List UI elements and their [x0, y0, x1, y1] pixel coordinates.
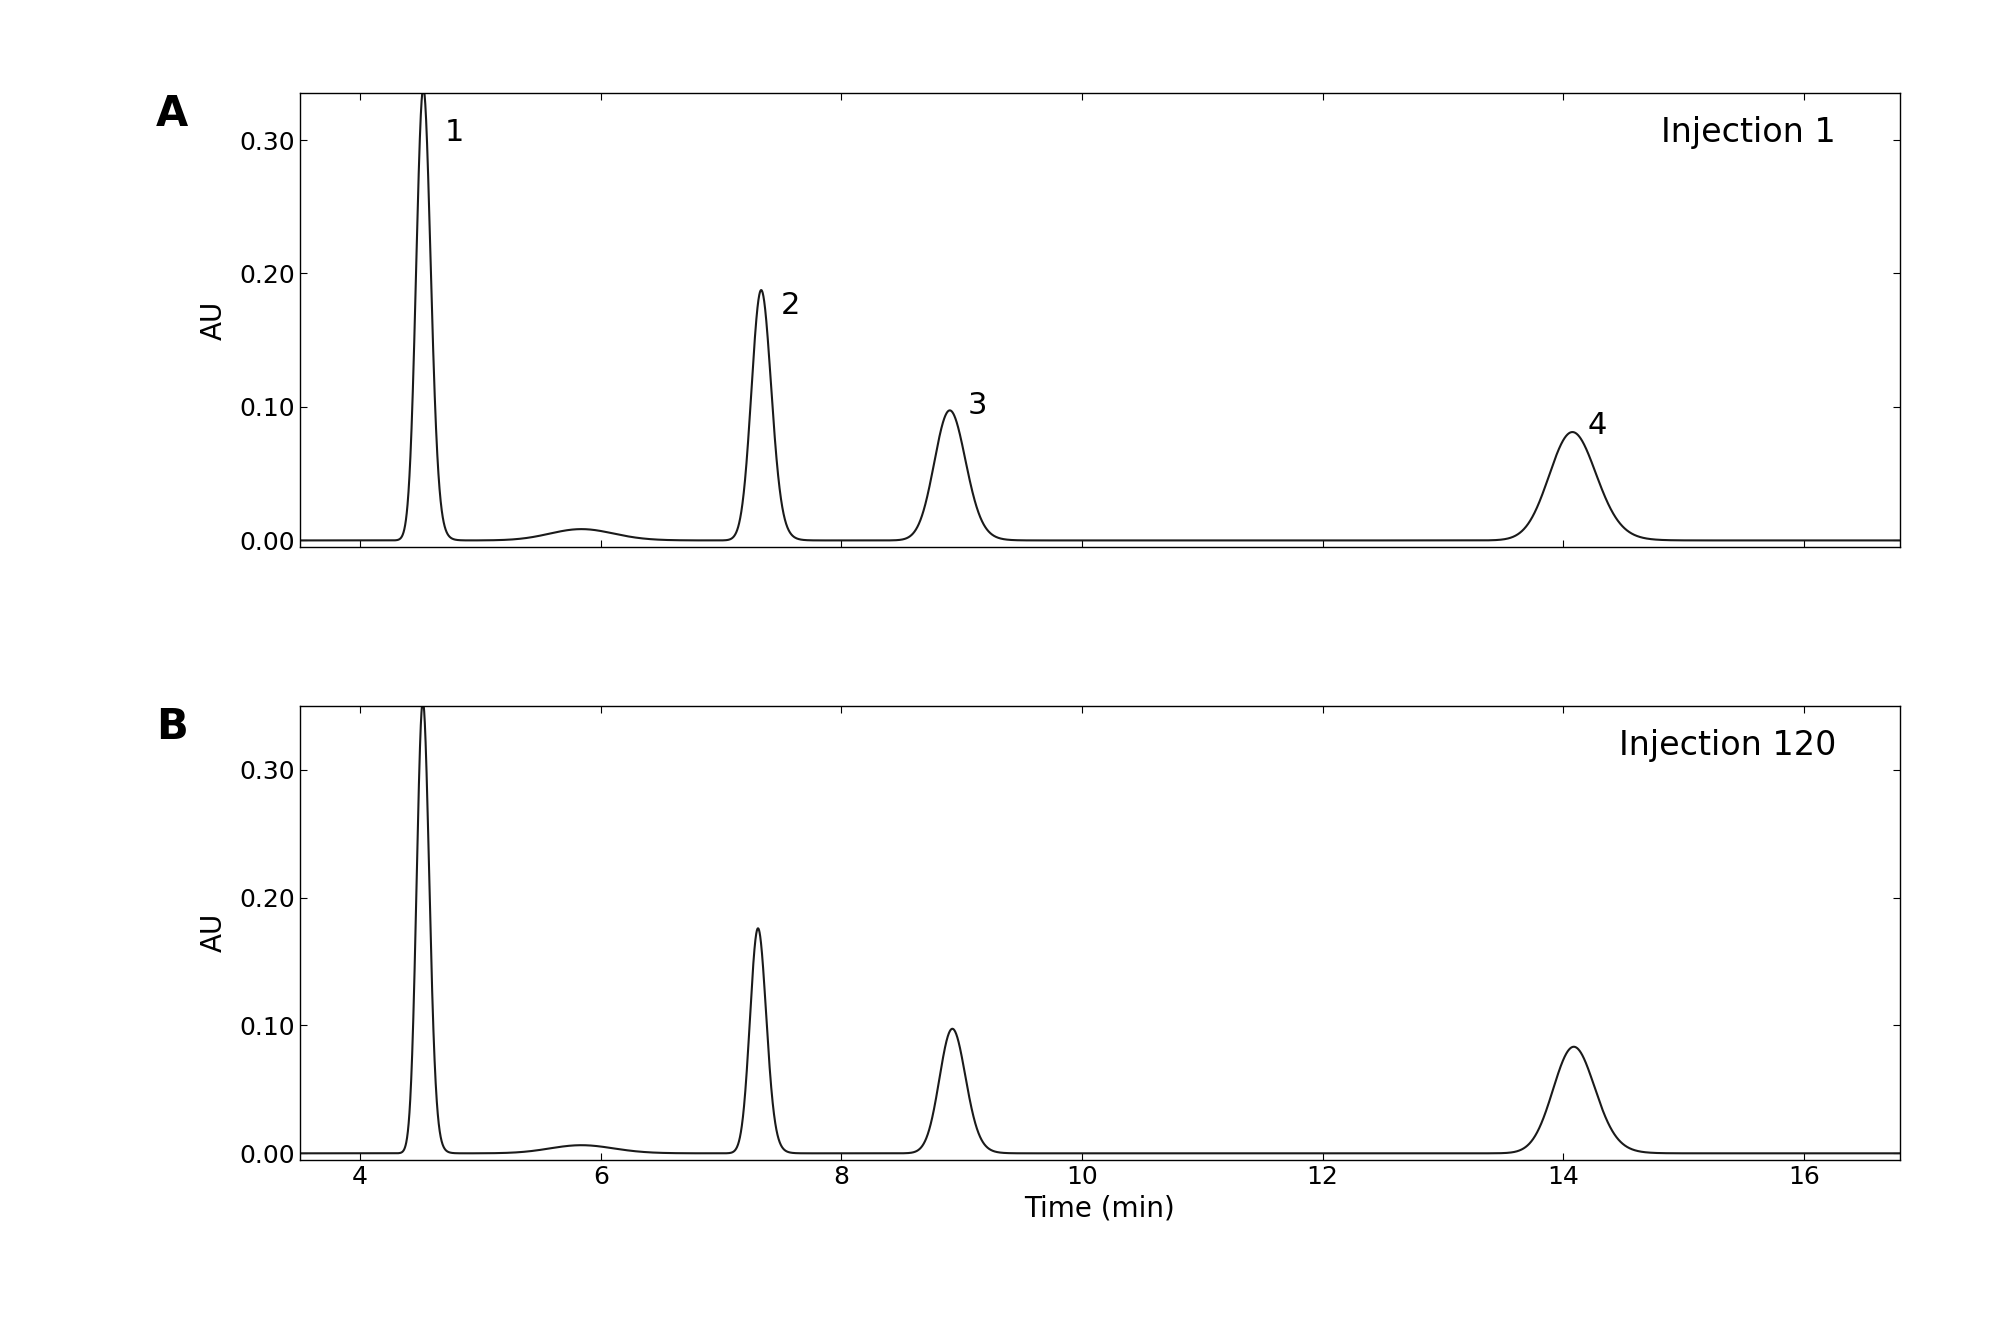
Y-axis label: AU: AU: [200, 300, 228, 340]
Text: A: A: [156, 93, 188, 136]
Text: Injection 1: Injection 1: [1662, 116, 1836, 149]
Y-axis label: AU: AU: [200, 913, 228, 953]
Text: 2: 2: [782, 291, 800, 320]
Text: B: B: [156, 706, 188, 748]
Text: 1: 1: [444, 117, 464, 147]
Text: 3: 3: [968, 392, 988, 420]
Text: 4: 4: [1588, 412, 1606, 440]
X-axis label: Time (min): Time (min): [1024, 1194, 1176, 1222]
Text: Injection 120: Injection 120: [1618, 729, 1836, 761]
